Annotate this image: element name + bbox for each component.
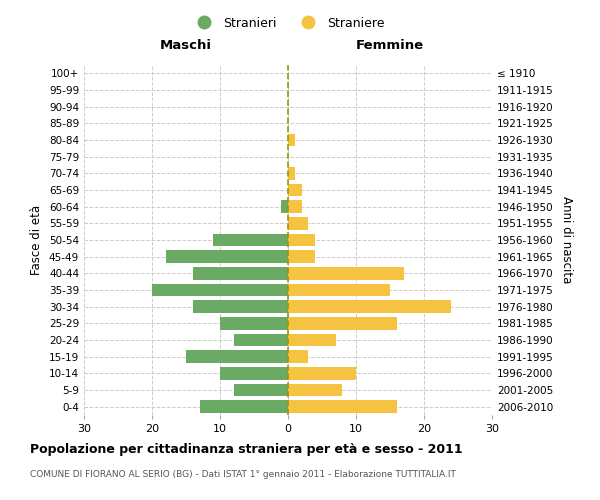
Bar [288, 334, 335, 346]
Bar [166, 250, 288, 263]
Y-axis label: Anni di nascita: Anni di nascita [560, 196, 573, 284]
Bar [193, 300, 288, 313]
Bar [288, 284, 390, 296]
Bar [288, 350, 308, 363]
Bar [288, 134, 295, 146]
Bar [233, 384, 288, 396]
Bar [288, 367, 356, 380]
Bar [288, 234, 315, 246]
Text: Femmine: Femmine [356, 38, 424, 52]
Legend: Stranieri, Straniere: Stranieri, Straniere [187, 12, 389, 34]
Bar [288, 167, 295, 179]
Bar [193, 267, 288, 280]
Y-axis label: Fasce di età: Fasce di età [31, 205, 43, 275]
Bar [281, 200, 288, 213]
Bar [152, 284, 288, 296]
Bar [220, 367, 288, 380]
Bar [288, 217, 308, 230]
Bar [288, 400, 397, 413]
Bar [288, 184, 302, 196]
Bar [186, 350, 288, 363]
Bar [213, 234, 288, 246]
Text: Maschi: Maschi [160, 38, 212, 52]
Bar [220, 317, 288, 330]
Bar [288, 384, 343, 396]
Bar [288, 300, 451, 313]
Bar [233, 334, 288, 346]
Bar [288, 250, 315, 263]
Text: Popolazione per cittadinanza straniera per età e sesso - 2011: Popolazione per cittadinanza straniera p… [30, 442, 463, 456]
Bar [288, 200, 302, 213]
Text: COMUNE DI FIORANO AL SERIO (BG) - Dati ISTAT 1° gennaio 2011 - Elaborazione TUTT: COMUNE DI FIORANO AL SERIO (BG) - Dati I… [30, 470, 456, 479]
Bar [288, 317, 397, 330]
Bar [288, 267, 404, 280]
Bar [200, 400, 288, 413]
